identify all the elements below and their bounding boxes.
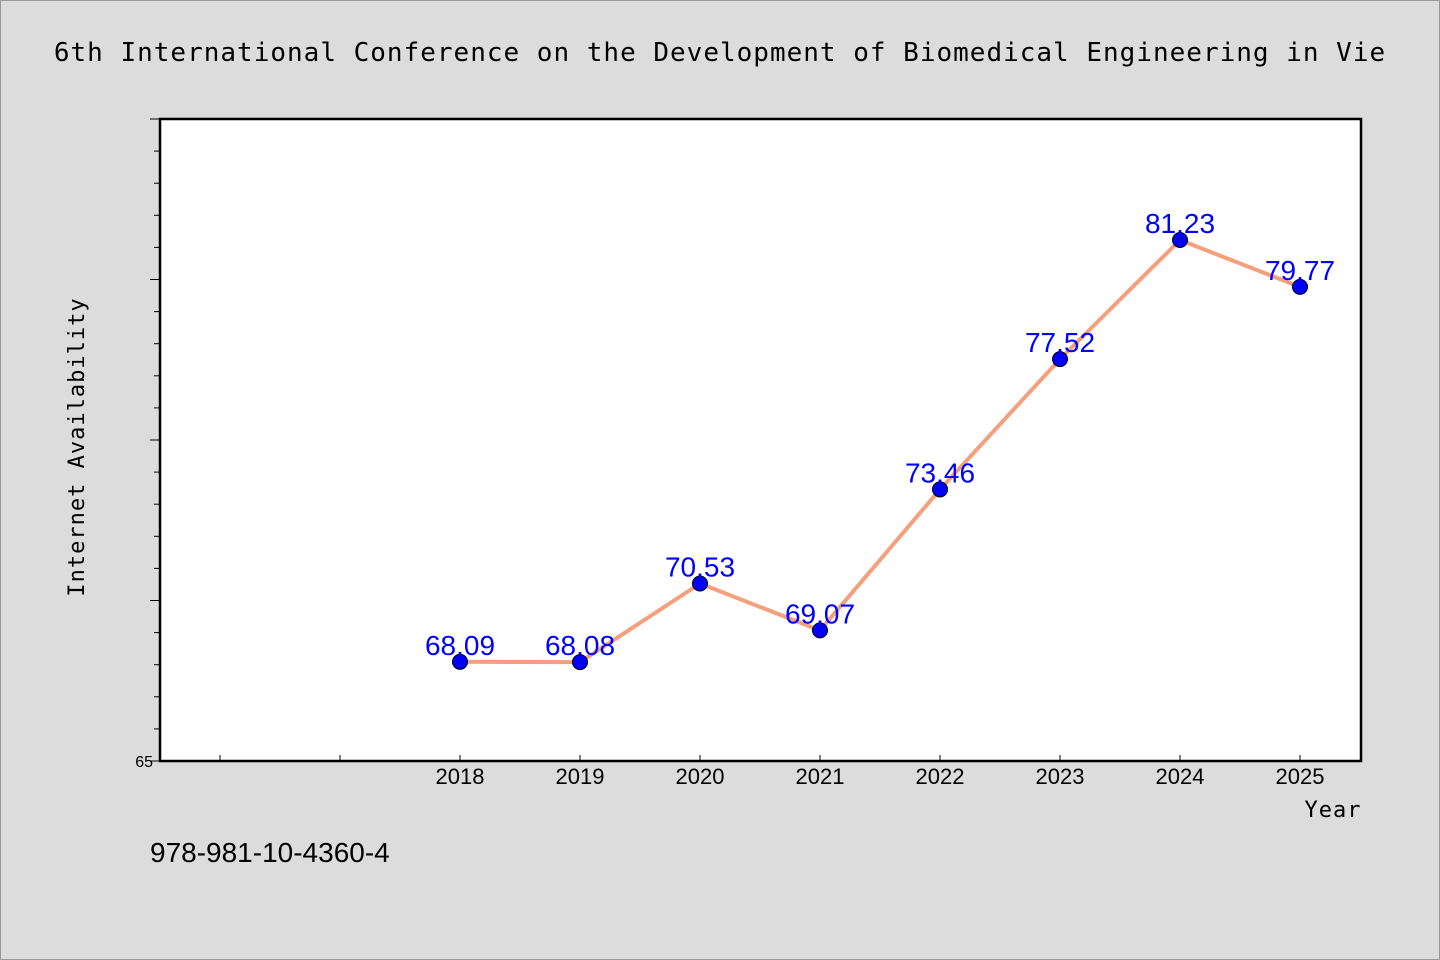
data-point-2020: [692, 575, 708, 592]
data-point-2021: [812, 622, 828, 639]
x-axis-ticks: 2018 2019 2020 2021 2022 2023 2024 2025: [219, 755, 1325, 789]
data-label-2018: 68.09: [425, 630, 495, 661]
data-label-2020: 70.53: [665, 551, 735, 582]
y-tick-label-0: 65: [135, 754, 153, 771]
data-label-2019: 68.08: [545, 630, 615, 661]
x-tick-label-2018: 2018: [436, 764, 485, 789]
x-axis-label: Year: [1305, 798, 1362, 823]
x-tick-label-2022: 2022: [916, 764, 965, 789]
data-point-2023: [1052, 351, 1068, 368]
series-line: [459, 238, 1301, 665]
x-tick-label-2025: 2025: [1276, 764, 1325, 789]
x-tick-label-2019: 2019: [556, 764, 605, 789]
y-axis-label: Internet Availability: [65, 297, 90, 596]
x-tick-label-2020: 2020: [676, 764, 725, 789]
series-polyline: [459, 238, 1301, 665]
isbn-footnote: 978-981-10-4360-4: [150, 837, 390, 868]
y-axis-ticks: 65: [135, 118, 160, 771]
data-label-2023: 77.52: [1025, 327, 1095, 358]
data-label-2024: 81.23: [1145, 208, 1215, 239]
data-label-2021: 69.07: [785, 598, 855, 629]
data-labels: 68.09 68.08 70.53 69.07 73.46 77.52 81.23 79.77: [425, 208, 1335, 661]
x-tick-label-2021: 2021: [796, 764, 845, 789]
data-point-2022: [932, 481, 948, 498]
data-point-2019: [572, 654, 588, 671]
data-point-2024: [1172, 232, 1188, 249]
data-point-2025: [1292, 278, 1308, 295]
x-tick-label-2023: 2023: [1036, 764, 1085, 789]
chart-title: 6th International Conference on the Deve…: [54, 38, 1386, 68]
data-point-2018: [452, 653, 468, 670]
series-markers: [452, 232, 1308, 671]
x-tick-label-2024: 2024: [1156, 764, 1205, 789]
data-label-2025: 79.77: [1265, 255, 1335, 286]
plot-area: [158, 117, 1363, 763]
data-label-2022: 73.46: [905, 457, 975, 488]
